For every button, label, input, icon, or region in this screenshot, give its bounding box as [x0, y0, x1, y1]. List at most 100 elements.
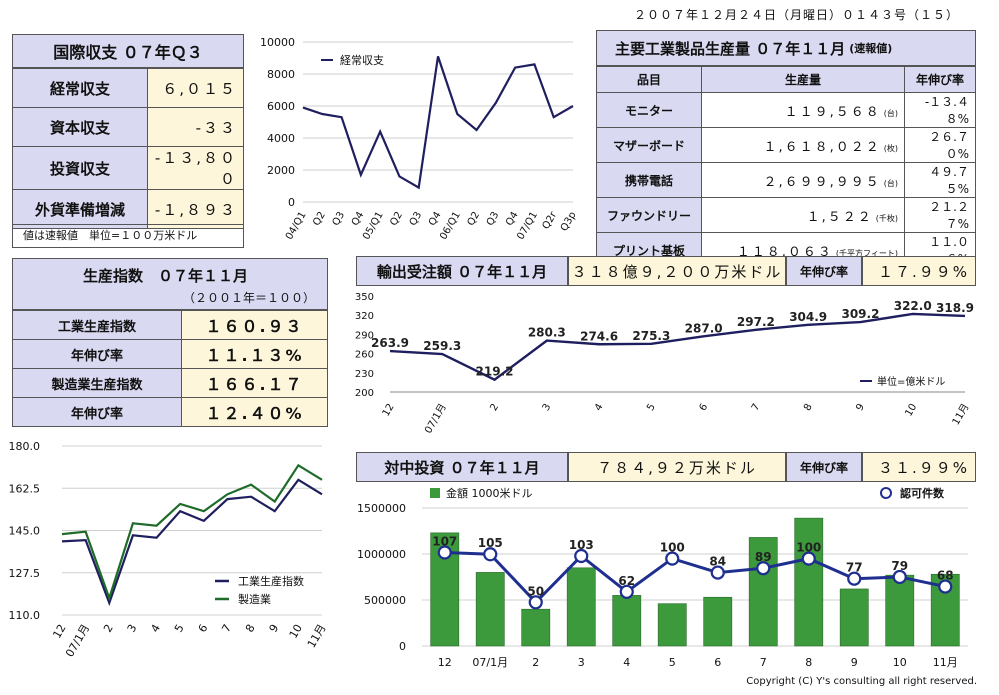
legend-swatch — [430, 488, 440, 498]
balance-row: 経常収支 ６,０１５ — [12, 68, 244, 108]
index-title: 生産指数 ０７年１１月 — [83, 267, 249, 285]
data-label: 100 — [796, 541, 821, 555]
production-volume-cell: １,６１８,０２２ (枚) — [701, 127, 905, 163]
x-tick-label: 3 — [541, 402, 554, 413]
y-tick-label: 260 — [355, 350, 374, 361]
production-row: モニター １１９,５６８ (台) -１３.４８% — [596, 92, 976, 128]
index-row: 製造業生産指数 １６６.１７ — [12, 368, 328, 398]
bar — [566, 567, 596, 647]
production-volume: １,６１８,０２２ — [763, 139, 881, 155]
data-label: 62 — [618, 574, 635, 588]
x-tick-label: Q4 — [427, 210, 444, 228]
x-tick-label: 10 — [287, 622, 305, 641]
balance-value: -１３,８００ — [147, 146, 244, 190]
y-tick-label: 145.0 — [9, 525, 41, 538]
x-tick-label: 9 — [854, 402, 867, 413]
balance-label: 投資収支 — [12, 146, 148, 190]
count-marker — [665, 551, 680, 566]
y-tick-label: 290 — [355, 330, 374, 341]
china-growth-value: ３１.９９% — [862, 452, 976, 482]
count-marker — [710, 565, 725, 580]
x-tick-label: 2 — [532, 656, 539, 669]
balance-value: -３３ — [147, 107, 244, 147]
x-tick-label: 7 — [219, 622, 234, 635]
production-item: マザーボード — [596, 127, 702, 163]
y-tick-label: 0 — [288, 196, 295, 209]
data-label: 280.3 — [528, 326, 566, 340]
series-line — [302, 56, 574, 190]
y-tick-label: 1000000 — [357, 548, 406, 561]
index-subtitle: （２００１年＝１００） — [182, 291, 315, 305]
y-tick-label: 200 — [355, 388, 374, 399]
data-label: 107 — [432, 534, 457, 548]
x-tick-label: 2 — [488, 402, 501, 413]
x-tick-label: Q4 — [350, 210, 367, 228]
production-row: マザーボード １,６１８,０２２ (枚) ２６.７０% — [596, 127, 976, 163]
x-tick-label: 10 — [903, 402, 919, 419]
bar — [885, 574, 915, 647]
data-label: 309.2 — [841, 307, 879, 321]
y-tick-label: 6000 — [267, 100, 295, 113]
x-tick-label: 8 — [802, 402, 815, 413]
bar — [748, 537, 778, 647]
x-tick-label: Q3 — [485, 210, 502, 228]
bar — [612, 595, 642, 647]
index-label: 製造業生産指数 — [12, 368, 182, 398]
index-row: 年伸び率 １１.１３% — [12, 339, 328, 369]
index-table: 工業生産指数 １６０.９３ 年伸び率 １１.１３% 製造業生産指数 １６６.１７ 年伸び率 １… — [12, 310, 328, 427]
data-label: 103 — [569, 538, 594, 552]
data-label: 84 — [709, 555, 726, 569]
production-volume: １,５２２ — [806, 209, 873, 225]
china-value: ７８４,９２万米ドル — [568, 452, 786, 482]
x-tick-label: Q2r — [541, 209, 560, 231]
balance-row: 投資収支 -１３,８００ — [12, 146, 244, 190]
y-tick-label: 230 — [355, 369, 374, 380]
index-value: １１.１３% — [181, 339, 328, 369]
x-tick-label: 8 — [243, 622, 258, 635]
balance-table: 経常収支 ６,０１５ 資本収支 -３３ 投資収支 -１３,８００ 外貨準備増減 -１,８９３ — [12, 68, 244, 229]
x-tick-label: Q3 — [331, 210, 348, 228]
legend-label: 製造業 — [238, 592, 271, 606]
x-tick-label: 5 — [645, 402, 658, 413]
export-title: 輸出受注額 ０７年１１月 — [356, 256, 568, 286]
y-tick-label: 4000 — [267, 132, 295, 145]
production-table: 品目 生産量 年伸び率 モニター １１９,５６８ (台) -１３.４８% マザーボード １… — [596, 66, 976, 268]
x-tick-label: 3 — [125, 622, 140, 635]
count-marker — [574, 548, 589, 564]
data-label: 275.3 — [632, 329, 670, 343]
count-marker — [801, 551, 816, 566]
count-marker — [756, 561, 771, 576]
x-tick-label: 7 — [750, 402, 763, 413]
col-volume: 生産量 — [701, 66, 905, 93]
x-tick-label: 07/1月 — [63, 622, 92, 659]
y-tick-label: 350 — [355, 292, 374, 303]
x-tick-label: 4 — [623, 656, 630, 669]
china-header: 対中投資 ０７年１１月 ７８４,９２万米ドル 年伸び率 ３１.９９% — [356, 452, 976, 482]
data-label: 318.9 — [936, 301, 974, 315]
x-tick-label: 10 — [893, 656, 907, 669]
data-label: 274.6 — [580, 329, 618, 343]
index-header: 生産指数 ０７年１１月 （２００１年＝１００） — [12, 258, 328, 310]
production-title-text: 主要工業製品生産量 ０７年１１月 — [615, 39, 846, 58]
index-label: 工業生産指数 — [12, 310, 182, 340]
count-marker — [619, 584, 634, 599]
data-label: 68 — [937, 569, 954, 583]
china-growth-label: 年伸び率 — [786, 452, 862, 482]
x-tick-label: 5 — [669, 656, 676, 669]
production-growth: ４９.７５% — [904, 162, 976, 198]
legend-label: 工業生産指数 — [238, 574, 304, 588]
col-item: 品目 — [596, 66, 702, 93]
production-volume: ２,６９９,９９５ — [763, 174, 881, 190]
data-label: 89 — [755, 550, 772, 564]
x-tick-label: Q2 — [311, 210, 328, 228]
production-volume-cell: ２,６９９,９９５ (台) — [701, 162, 905, 198]
balance-label: 外貨準備増減 — [12, 189, 148, 229]
y-tick-label: 0 — [399, 640, 406, 653]
production-title: 主要工業製品生産量 ０７年１１月 (速報値) — [596, 30, 976, 66]
legend-label: 金額 1000米ドル — [446, 486, 533, 500]
x-tick-label: 4 — [593, 402, 606, 413]
x-tick-label: 11月 — [933, 656, 958, 669]
index-row: 工業生産指数 １６０.９３ — [12, 310, 328, 340]
x-tick-label: 04/Q1 — [284, 210, 309, 242]
